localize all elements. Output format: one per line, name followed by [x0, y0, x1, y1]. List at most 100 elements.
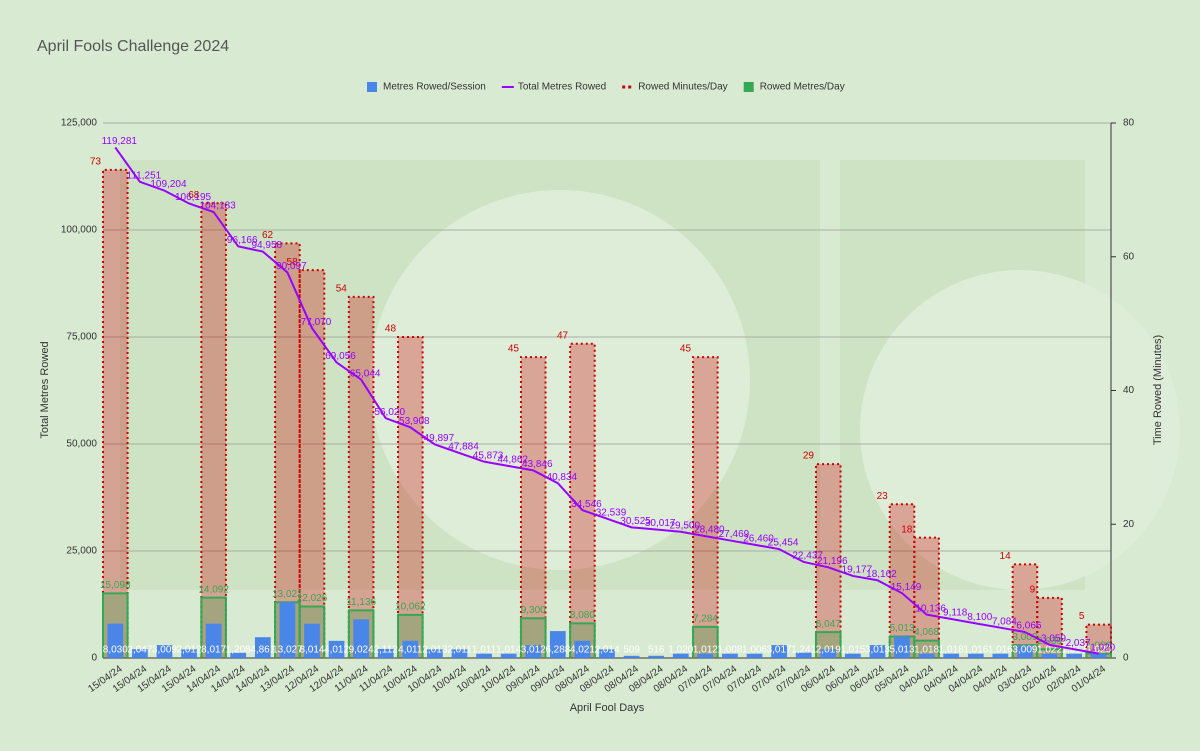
- data-label: 1,241: [791, 645, 816, 656]
- bar: [992, 653, 1009, 658]
- data-label: 40,834: [547, 472, 578, 483]
- data-label: 6,047: [816, 619, 841, 630]
- step-line: [200, 596, 227, 658]
- data-label: 2,014: [594, 645, 619, 656]
- data-label: 1,020: [1090, 642, 1115, 653]
- watermark: [120, 160, 1180, 590]
- data-label: 9,118: [943, 608, 968, 619]
- data-label: 49,897: [424, 433, 455, 444]
- data-label: 15,149: [891, 582, 922, 593]
- data-label: 509: [623, 645, 640, 656]
- data-label: 68: [188, 190, 200, 201]
- bar: [279, 602, 296, 658]
- bar: [648, 655, 665, 658]
- data-label: 3,012: [521, 645, 546, 656]
- step-line: [913, 639, 940, 658]
- step-line: [1036, 648, 1063, 658]
- data-label: 1,208: [226, 645, 251, 656]
- legend-label: Metres Rowed/Session: [383, 82, 486, 93]
- data-label: 10,136: [915, 603, 946, 614]
- y2-axis-title: Time Rowed (Minutes): [1152, 335, 1164, 445]
- y-tick-label: 0: [91, 653, 97, 664]
- bar: [1017, 645, 1033, 658]
- bar: [746, 653, 763, 658]
- watermark-panel: [840, 160, 1085, 590]
- bar: [353, 619, 370, 658]
- data-label: 5,013: [890, 623, 915, 634]
- data-label: 1,006: [742, 645, 767, 656]
- data-label: 2,039: [1037, 636, 1062, 647]
- data-label: 4,861: [250, 645, 275, 656]
- bar: [476, 653, 492, 658]
- step-area: [815, 464, 841, 658]
- y2-tick-label: 80: [1123, 118, 1135, 129]
- data-label: 25,454: [768, 538, 799, 549]
- data-label: 44,862: [497, 455, 528, 466]
- step-area: [299, 270, 325, 658]
- data-label: 26,460: [743, 533, 774, 544]
- y-tick-label: 25,000: [66, 546, 97, 557]
- bar: [1041, 653, 1058, 658]
- step-line: [274, 242, 301, 658]
- bar: [377, 648, 394, 658]
- bar: [1066, 653, 1082, 658]
- watermark-circle: [860, 270, 1180, 590]
- step-line: [519, 356, 547, 658]
- watermark-circle: [370, 190, 750, 570]
- data-label: 45: [680, 344, 692, 355]
- step-line: [102, 592, 129, 658]
- bar: [107, 623, 124, 658]
- step-line: [1085, 623, 1112, 658]
- data-label: 516: [648, 645, 665, 656]
- legend-swatch: [367, 82, 377, 92]
- data-label: 21,196: [817, 556, 848, 567]
- data-label: 6,288: [545, 645, 570, 656]
- data-label: 4,011: [398, 645, 423, 656]
- bar: [844, 653, 861, 658]
- data-label: 47,884: [448, 442, 479, 453]
- data-label: 5,013: [890, 645, 915, 656]
- bar: [549, 631, 566, 658]
- bar: [1090, 653, 1107, 658]
- data-label: 111,251: [127, 170, 162, 181]
- step-area: [1012, 564, 1038, 658]
- data-label: 1,018: [914, 645, 939, 656]
- step-area: [693, 357, 718, 658]
- step-area: [693, 626, 718, 658]
- step-area: [520, 357, 546, 658]
- data-label: 119,281: [102, 136, 138, 147]
- bar: [795, 652, 812, 658]
- data-label: 94,958: [252, 240, 283, 251]
- data-label: 1,022: [1037, 645, 1062, 656]
- data-label: 8,100: [967, 612, 992, 623]
- data-label: 3,009: [1012, 645, 1037, 656]
- data-label: 56,020: [374, 407, 405, 418]
- y-tick-label: 75,000: [66, 332, 97, 343]
- data-label: 2,112: [374, 645, 399, 656]
- data-label: 109,204: [150, 179, 187, 190]
- data-label: 29: [803, 451, 815, 462]
- data-label: 48: [385, 324, 397, 335]
- bar: [156, 645, 173, 658]
- data-label: 3,059: [1041, 634, 1066, 645]
- data-label: 2,011: [447, 645, 472, 656]
- data-label: 3,009: [1012, 632, 1037, 643]
- data-label: 1,008: [717, 645, 742, 656]
- step-line: [397, 336, 424, 658]
- legend-label: Rowed Metres/Day: [760, 82, 845, 93]
- watermark-panel: [120, 160, 820, 590]
- data-label: 2,047: [127, 645, 152, 656]
- y2-tick-label: 40: [1123, 385, 1135, 396]
- bar: [894, 636, 910, 658]
- data-label: 1,012: [693, 645, 718, 656]
- data-label: 106,195: [175, 192, 212, 203]
- data-label: 1,018: [939, 645, 964, 656]
- data-label: 47: [557, 330, 569, 341]
- y2-tick-label: 60: [1123, 251, 1135, 262]
- y-tick-label: 100,000: [61, 225, 98, 236]
- step-line: [347, 609, 375, 658]
- bar: [427, 649, 443, 658]
- step-area: [398, 337, 423, 658]
- data-label: 2,019: [816, 645, 841, 656]
- legend-label: Rowed Minutes/Day: [638, 82, 727, 93]
